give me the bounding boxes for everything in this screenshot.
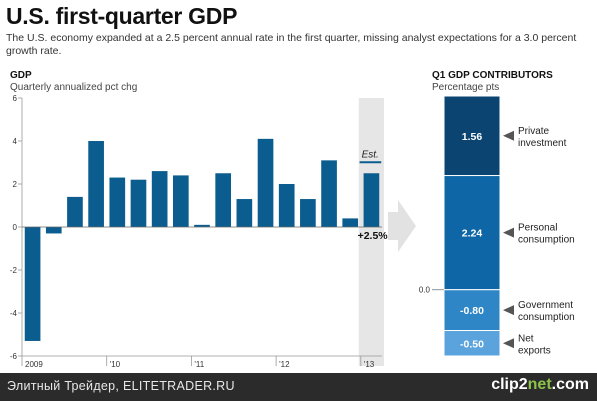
gdp-x-axis: 2009 '10 '11 '12 '13	[21, 355, 382, 369]
y-tick-label: 2	[13, 180, 18, 189]
gdp-bar	[278, 184, 295, 227]
footer-bar: Элитный Трейдер, ELITETRADER.RU clip2net…	[0, 373, 597, 401]
estimate-label: Est.	[362, 149, 379, 160]
gdp-y-axis: -6 -4 -2 0 2 4 6	[10, 94, 23, 361]
gdp-bar	[109, 177, 126, 227]
pointer-arrow-icon	[503, 130, 514, 141]
gdp-bar	[172, 175, 189, 227]
segment-name-label: investment	[518, 138, 567, 149]
x-tick-label: '13	[364, 360, 375, 369]
gdp-bar	[67, 196, 83, 227]
x-tick-label: '10	[110, 360, 121, 369]
gdp-bar	[215, 173, 232, 227]
gdp-bar	[45, 227, 62, 234]
x-tick-label: 2009	[25, 360, 43, 369]
gdp-bar	[363, 173, 380, 227]
y-tick-label: 6	[13, 94, 18, 103]
gdp-bar	[194, 224, 210, 227]
gdp-bar	[300, 199, 316, 227]
estimate-band	[358, 98, 384, 366]
segment-name-label: consumption	[518, 312, 575, 323]
y-tick-label: 4	[13, 137, 18, 146]
page-title: U.S. first-quarter GDP	[6, 3, 238, 29]
pointer-arrow-icon	[503, 227, 514, 238]
segment-name-label: exports	[518, 345, 551, 356]
gdp-bar	[88, 141, 104, 227]
segment-value-label: 2.24	[462, 228, 483, 240]
gdp-bar	[257, 138, 274, 227]
contributor-segment	[443, 95, 501, 177]
gdp-bar	[321, 160, 337, 227]
footer-text: Элитный Трейдер, ELITETRADER.RU	[7, 379, 235, 393]
pointer-arrow-icon	[503, 338, 514, 349]
logo-accent: net	[527, 376, 552, 393]
estimate-value-label: +2.5%	[358, 230, 389, 242]
y-tick-label: 0	[13, 223, 18, 232]
y-tick-label: -4	[10, 309, 18, 318]
gdp-bars	[22, 138, 382, 341]
y-tick-label: -2	[10, 266, 18, 275]
x-tick-label: '11	[194, 360, 204, 369]
contributors-chart-subtitle: Percentage pts	[432, 82, 500, 93]
y-tick-label: -6	[10, 352, 18, 361]
segment-value-label: -0.80	[460, 305, 484, 317]
logo-suffix: .com	[551, 376, 589, 393]
x-tick-label: '12	[279, 360, 290, 369]
logo-main: clip2	[491, 376, 528, 393]
gdp-bar	[24, 227, 41, 341]
gdp-bar	[342, 218, 359, 227]
clip2net-logo[interactable]: clip2net.com	[491, 376, 589, 394]
segment-value-label: -0.50	[460, 338, 484, 350]
gdp-chart-subtitle: Quarterly annualized pct chg	[10, 82, 138, 93]
segment-name-label: Personal	[518, 223, 557, 234]
contributor-segment	[443, 175, 501, 291]
page-subtitle: The U.S. economy expanded at a 2.5 perce…	[6, 32, 577, 57]
gdp-bar	[151, 171, 168, 227]
gdp-bar	[236, 199, 253, 227]
segment-name-label: Net	[518, 333, 534, 344]
gdp-bar-chart: -6 -4 -2 0 2 4 6 2009 '10 '11 '12 '13 Est. +2.5% 2…	[10, 94, 575, 369]
contributor-segment	[443, 289, 501, 332]
segment-name-label: consumption	[518, 235, 575, 246]
contributor-segment	[443, 330, 501, 357]
contributors-chart-title: Q1 GDP CONTRIBUTORS	[432, 70, 553, 81]
gdp-bar	[130, 179, 147, 227]
segment-name-label: Private	[518, 126, 550, 137]
gdp-chart-title: GDP	[10, 70, 32, 81]
right-arrow-icon	[388, 200, 416, 252]
pointer-arrow-icon	[503, 305, 514, 316]
segment-name-label: Government	[518, 300, 573, 311]
zero-label: 0.0	[419, 286, 431, 295]
segment-value-label: 1.56	[462, 131, 483, 143]
